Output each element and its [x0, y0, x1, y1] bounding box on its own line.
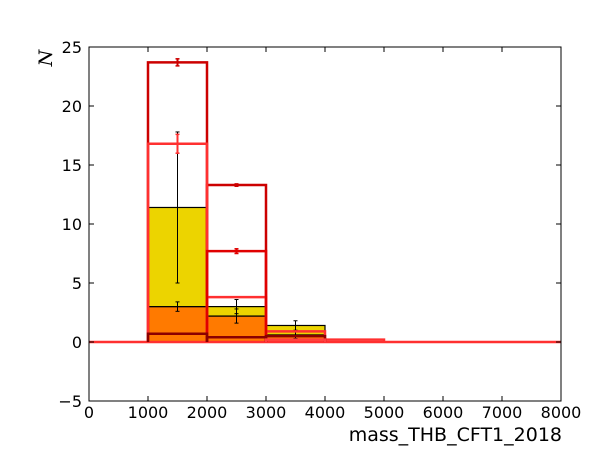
x-tick-label-2: 2000 — [187, 403, 228, 422]
y-tick-label-4: 15 — [62, 156, 82, 175]
x-tick-label-7: 7000 — [482, 403, 523, 422]
x-tick-label-4: 4000 — [305, 403, 346, 422]
axes: 0 1000 2000 3000 4000 5000 6000 7000 8000−505101… — [58, 38, 581, 422]
stack-bar-0-0 — [147, 306, 208, 343]
line-series-4-bin-2 — [264, 338, 327, 342]
x-tick-label-6: 6000 — [423, 403, 464, 422]
y-tick-label-0: −5 — [58, 392, 82, 411]
y-axis-label: N — [35, 48, 57, 67]
x-tick-label-1: 1000 — [128, 403, 169, 422]
x-tick-label-3: 3000 — [246, 403, 287, 422]
y-tick-label-1: 0 — [72, 333, 82, 352]
x-tick-label-0: 0 — [84, 403, 94, 422]
y-tick-label-2: 5 — [72, 274, 82, 293]
y-tick-label-3: 10 — [62, 215, 82, 234]
x-tick-label-5: 5000 — [364, 403, 405, 422]
y-tick-label-6: 25 — [62, 38, 82, 57]
x-axis-label: mass_THB_CFT1_2018 — [349, 424, 562, 446]
y-tick-label-5: 20 — [62, 97, 82, 116]
plot-area — [89, 58, 561, 344]
x-tick-label-8: 8000 — [541, 403, 582, 422]
